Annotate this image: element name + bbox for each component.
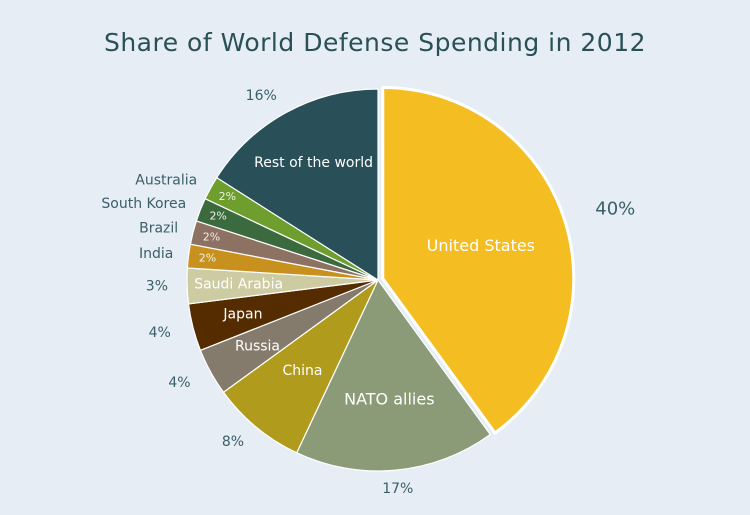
value-label-russia: 4% xyxy=(168,375,190,391)
slice-united-states xyxy=(381,85,576,435)
category-label-india: India xyxy=(139,246,173,262)
category-label-japan: Japan xyxy=(222,307,262,323)
chart-title: Share of World Defense Spending in 2012 xyxy=(103,28,647,57)
category-label-south-korea: South Korea xyxy=(101,196,186,212)
value-label-china: 8% xyxy=(222,434,244,450)
value-label-saudi-arabia: 3% xyxy=(146,279,168,295)
category-label-rest-of-the-world: Rest of the world xyxy=(254,155,373,171)
value-label-brazil: 2% xyxy=(203,230,220,243)
value-label-nato-allies: 17% xyxy=(382,481,413,497)
category-label-nato-allies: NATO allies xyxy=(344,389,434,408)
category-label-australia: Australia xyxy=(135,173,197,189)
category-label-brazil: Brazil xyxy=(139,221,178,237)
value-label-australia: 2% xyxy=(219,190,236,203)
value-label-south-korea: 2% xyxy=(209,210,226,223)
value-label-japan: 4% xyxy=(149,325,171,341)
slice-nato-allies xyxy=(296,279,491,472)
category-label-russia: Russia xyxy=(235,338,280,354)
slice-china xyxy=(222,279,379,454)
value-label-india: 2% xyxy=(199,251,216,264)
value-label-rest-of-the-world: 16% xyxy=(246,88,277,104)
category-label-saudi-arabia: Saudi Arabia xyxy=(194,276,283,292)
slice-rest-of-the-world xyxy=(216,88,379,281)
category-label-united-states: United States xyxy=(427,236,535,255)
value-label-united-states: 40% xyxy=(595,198,635,219)
category-label-china: China xyxy=(283,363,323,379)
